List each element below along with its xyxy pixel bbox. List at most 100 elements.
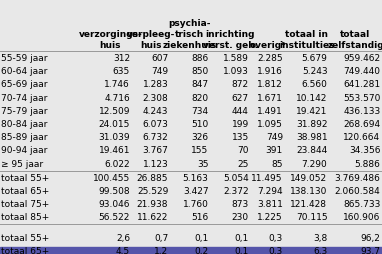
Text: 138.130: 138.130: [290, 187, 327, 196]
Text: 96,2: 96,2: [361, 234, 380, 243]
Text: 0,1: 0,1: [194, 234, 209, 243]
Text: 607: 607: [151, 54, 168, 63]
Text: 11.495: 11.495: [251, 173, 283, 183]
Text: 121.428: 121.428: [290, 200, 327, 209]
Text: 1.093: 1.093: [223, 67, 249, 76]
Text: 1.589: 1.589: [223, 54, 249, 63]
Text: 627: 627: [232, 93, 249, 103]
Text: 0,7: 0,7: [154, 234, 168, 243]
Text: 26.885: 26.885: [137, 173, 168, 183]
Text: 70-74 jaar: 70-74 jaar: [1, 93, 47, 103]
Text: 2.308: 2.308: [142, 93, 168, 103]
Text: 120.664: 120.664: [343, 133, 380, 142]
Text: 873: 873: [231, 200, 249, 209]
Text: 1.760: 1.760: [183, 200, 209, 209]
Bar: [0, 247, 382, 254]
Text: 80-84 jaar: 80-84 jaar: [1, 120, 47, 129]
Text: 23.844: 23.844: [296, 146, 327, 155]
Text: verst. geh.: verst. geh.: [203, 41, 258, 50]
Text: 99.508: 99.508: [99, 187, 130, 196]
Text: 31.039: 31.039: [99, 133, 130, 142]
Text: inrichting: inrichting: [206, 30, 255, 39]
Text: 65-69 jaar: 65-69 jaar: [1, 80, 48, 89]
Text: 1.812: 1.812: [257, 80, 283, 89]
Text: 12.509: 12.509: [99, 107, 130, 116]
Text: 3.769.486: 3.769.486: [335, 173, 380, 183]
Text: 34.356: 34.356: [349, 146, 380, 155]
Text: institulties: institulties: [279, 41, 334, 50]
Text: 0,1: 0,1: [235, 247, 249, 254]
Text: 19.461: 19.461: [99, 146, 130, 155]
Text: 93,7: 93,7: [361, 247, 380, 254]
Text: zelfstandig: zelfstandig: [327, 41, 382, 50]
Text: totaal in: totaal in: [285, 30, 328, 39]
Text: 21.938: 21.938: [137, 200, 168, 209]
Text: 5.163: 5.163: [183, 173, 209, 183]
Text: 135: 135: [231, 133, 249, 142]
Text: 1.916: 1.916: [257, 67, 283, 76]
Text: totaal 65+: totaal 65+: [1, 187, 49, 196]
Text: 230: 230: [232, 213, 249, 222]
Text: 1.283: 1.283: [142, 80, 168, 89]
Text: 886: 886: [191, 54, 209, 63]
Text: 847: 847: [191, 80, 209, 89]
Text: 25.529: 25.529: [137, 187, 168, 196]
Text: totaal: totaal: [340, 30, 371, 39]
Text: 391: 391: [265, 146, 283, 155]
Text: 2.060.584: 2.060.584: [335, 187, 380, 196]
Text: 872: 872: [232, 80, 249, 89]
Text: 56.522: 56.522: [99, 213, 130, 222]
Text: 38.981: 38.981: [296, 133, 327, 142]
Text: 55-59 jaar: 55-59 jaar: [1, 54, 48, 63]
Text: 4,5: 4,5: [116, 247, 130, 254]
Text: verpleeg-: verpleeg-: [126, 30, 175, 39]
Text: 268.694: 268.694: [343, 120, 380, 129]
Text: 0,2: 0,2: [194, 247, 209, 254]
Text: 1.491: 1.491: [257, 107, 283, 116]
Text: 4.243: 4.243: [143, 107, 168, 116]
Text: 1,2: 1,2: [154, 247, 168, 254]
Text: 641.281: 641.281: [343, 80, 380, 89]
Text: 326: 326: [191, 133, 209, 142]
Text: 635: 635: [113, 67, 130, 76]
Text: 75-79 jaar: 75-79 jaar: [1, 107, 48, 116]
Text: 3,8: 3,8: [313, 234, 327, 243]
Text: 93.046: 93.046: [99, 200, 130, 209]
Text: trisch: trisch: [175, 30, 205, 39]
Text: 85: 85: [271, 160, 283, 169]
Text: 149.052: 149.052: [290, 173, 327, 183]
Text: 24.015: 24.015: [99, 120, 130, 129]
Text: totaal 55+: totaal 55+: [1, 173, 49, 183]
Text: 820: 820: [191, 93, 209, 103]
Text: totaal 85+: totaal 85+: [1, 213, 49, 222]
Text: 160.906: 160.906: [343, 213, 380, 222]
Text: 436.133: 436.133: [343, 107, 380, 116]
Text: 199: 199: [231, 120, 249, 129]
Text: totaal 65+: totaal 65+: [1, 247, 49, 254]
Text: 7.294: 7.294: [257, 187, 283, 196]
Text: huis: huis: [140, 41, 162, 50]
Text: 734: 734: [191, 107, 209, 116]
Text: 3.767: 3.767: [142, 146, 168, 155]
Text: 3.427: 3.427: [183, 187, 209, 196]
Text: 6.732: 6.732: [142, 133, 168, 142]
Text: 1.095: 1.095: [257, 120, 283, 129]
Text: totaal 55+: totaal 55+: [1, 234, 49, 243]
Text: ziekenhuis: ziekenhuis: [163, 41, 217, 50]
Text: 0,3: 0,3: [269, 247, 283, 254]
Text: 2,6: 2,6: [116, 234, 130, 243]
Text: 100.455: 100.455: [93, 173, 130, 183]
Text: 4.716: 4.716: [104, 93, 130, 103]
Text: 959.462: 959.462: [343, 54, 380, 63]
Text: 31.892: 31.892: [296, 120, 327, 129]
Text: 1.225: 1.225: [257, 213, 283, 222]
Text: 1.123: 1.123: [142, 160, 168, 169]
Text: 510: 510: [191, 120, 209, 129]
Text: 312: 312: [113, 54, 130, 63]
Text: 35: 35: [197, 160, 209, 169]
Text: ≥ 95 jaar: ≥ 95 jaar: [1, 160, 43, 169]
Text: 6,3: 6,3: [313, 247, 327, 254]
Text: huis: huis: [100, 41, 121, 50]
Text: 850: 850: [191, 67, 209, 76]
Text: 6.022: 6.022: [104, 160, 130, 169]
